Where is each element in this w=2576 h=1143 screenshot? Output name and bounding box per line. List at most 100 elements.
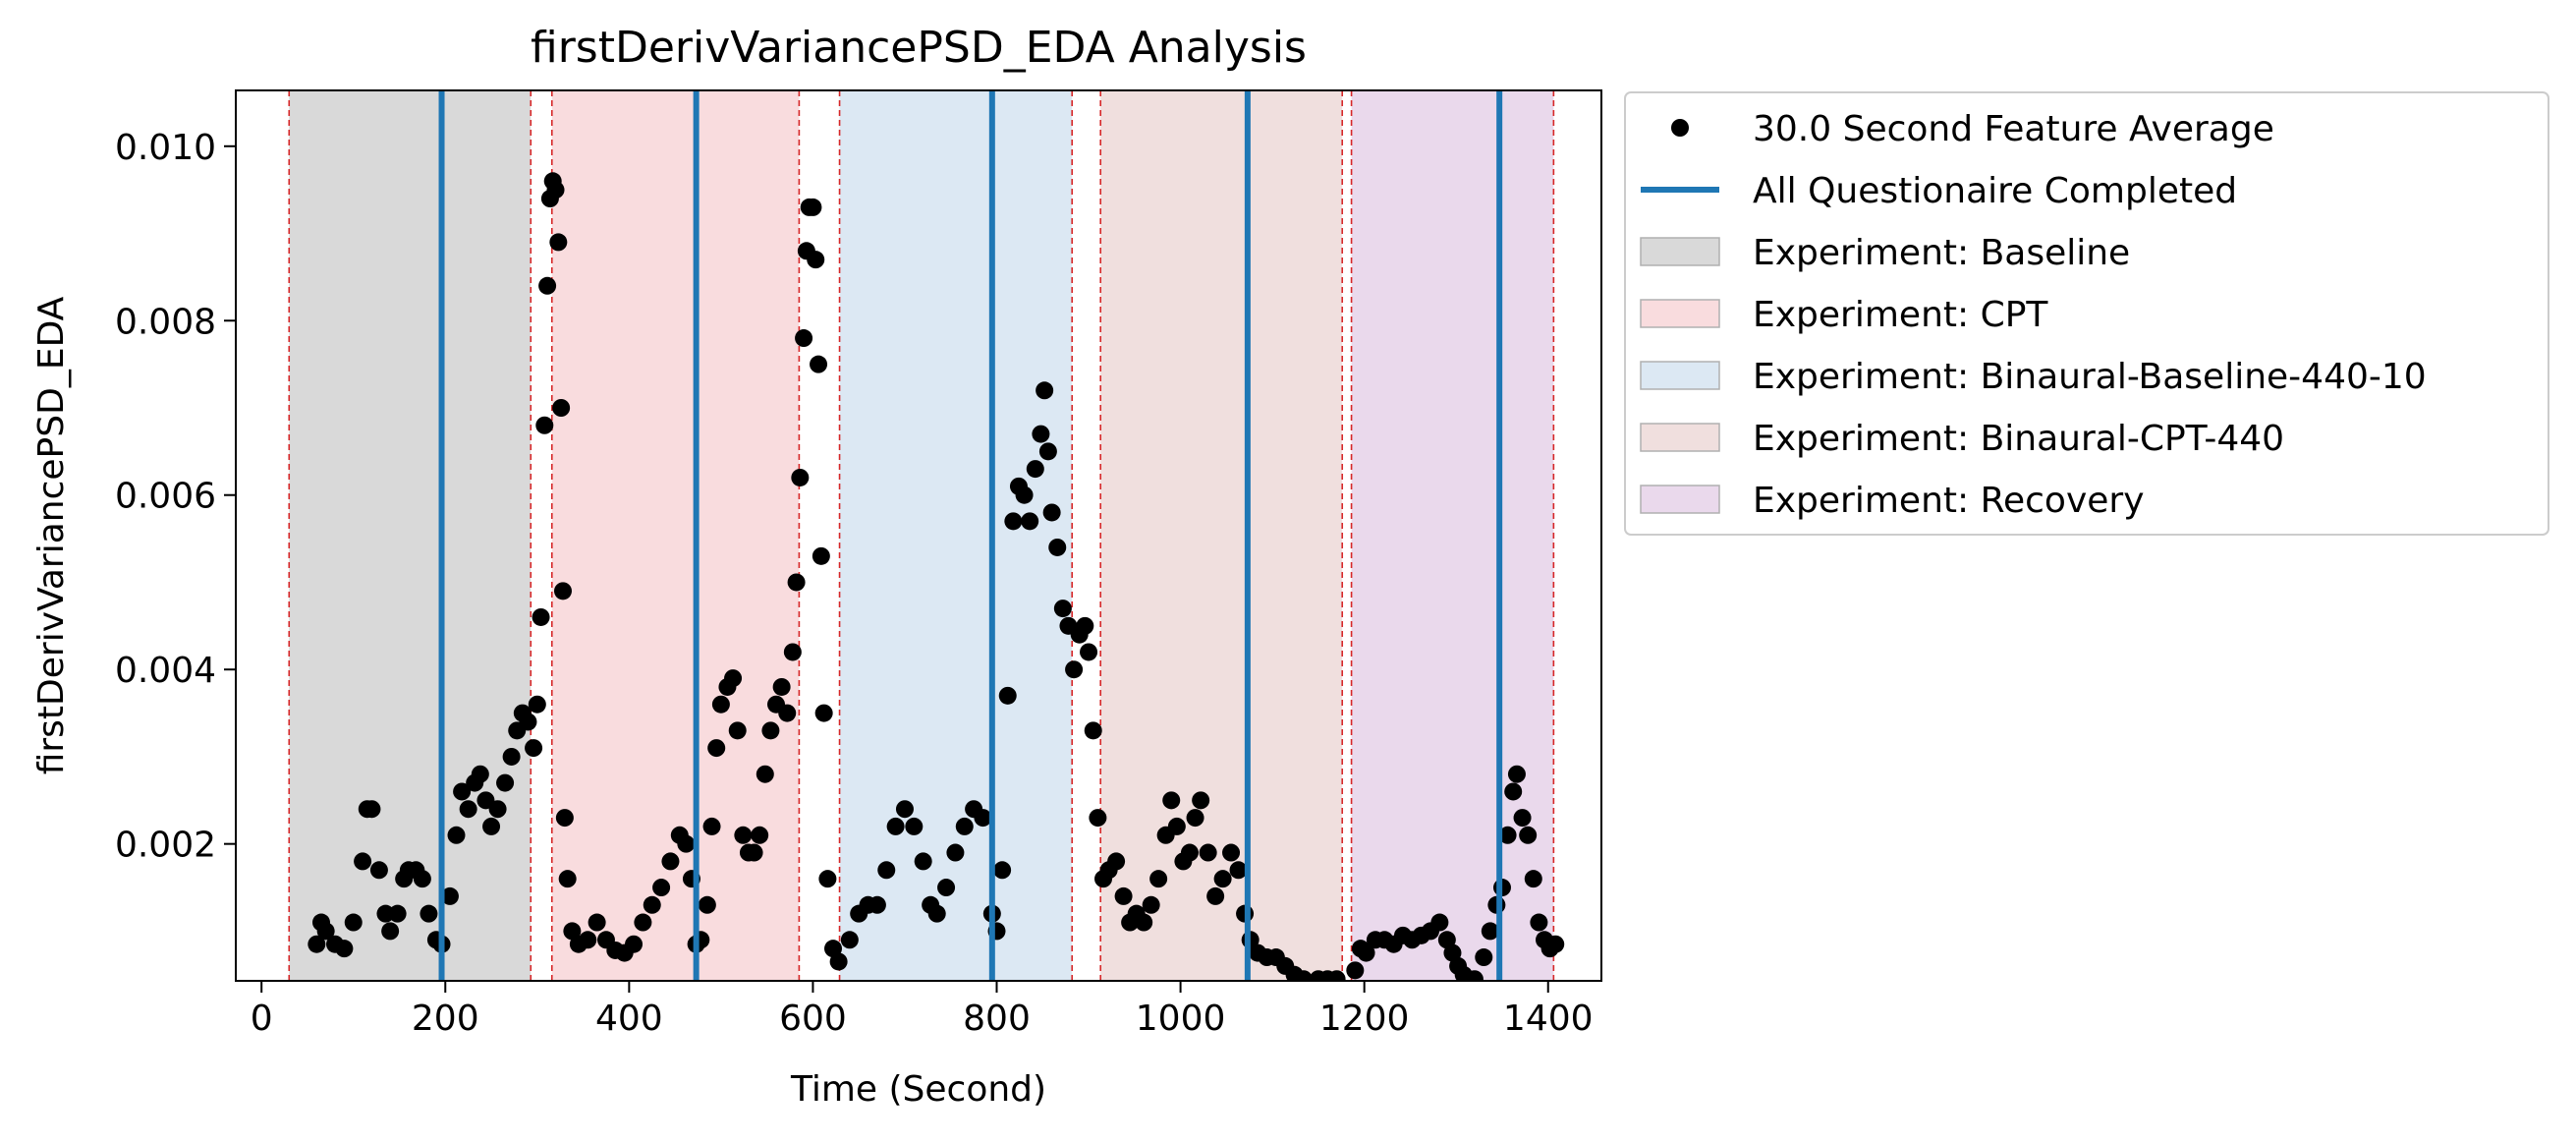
data-point-28 (488, 800, 507, 819)
phase-band-0 (289, 90, 532, 981)
data-point-189 (1519, 826, 1538, 844)
data-point-17 (420, 904, 438, 923)
data-point-112 (993, 861, 1012, 880)
data-point-33 (519, 713, 537, 731)
data-point-121 (1038, 442, 1057, 461)
data-point-87 (807, 251, 825, 269)
data-point-34 (525, 739, 543, 758)
y-tick-label-0: 0.002 (115, 826, 216, 866)
data-point-88 (810, 355, 828, 373)
phase-band-3 (1100, 90, 1343, 981)
data-point-174 (1430, 913, 1449, 932)
data-point-50 (588, 913, 606, 932)
data-point-188 (1513, 809, 1532, 828)
data-point-119 (1032, 425, 1050, 443)
data-point-186 (1504, 782, 1523, 801)
data-point-78 (772, 677, 791, 696)
data-point-81 (787, 573, 806, 592)
legend-label-2: Experiment: Baseline (1753, 233, 2130, 273)
plot-area: 0 200 400 600 800 1000 1200 1400 0.002 0.004 0.006… (115, 89, 1602, 1039)
data-point-123 (1048, 538, 1067, 556)
data-point-122 (1042, 503, 1061, 522)
data-point-151 (1222, 843, 1241, 862)
data-point-49 (579, 931, 597, 949)
data-point-164 (1346, 961, 1365, 980)
data-point-194 (1546, 935, 1565, 953)
legend-label-0: 30.0 Second Feature Average (1753, 109, 2274, 149)
data-point-83 (795, 329, 813, 348)
legend-swatch-6 (1640, 485, 1720, 514)
data-point-181 (1475, 948, 1493, 967)
y-tick-label-4: 0.010 (115, 128, 216, 168)
data-point-150 (1213, 870, 1232, 888)
data-point-124 (1053, 600, 1072, 618)
data-point-129 (1080, 643, 1098, 661)
data-point-107 (955, 817, 974, 835)
data-point-58 (661, 852, 680, 871)
legend-label-4: Experiment: Binaural-Baseline-440-10 (1753, 357, 2427, 397)
data-point-131 (1089, 809, 1107, 828)
data-point-104 (927, 904, 946, 923)
data-point-21 (447, 826, 466, 844)
data-point-36 (532, 607, 550, 626)
data-point-148 (1199, 843, 1217, 862)
data-point-139 (1142, 895, 1160, 914)
data-point-29 (496, 773, 515, 792)
y-axis-label: firstDerivVariancePSD_EDA (31, 296, 72, 774)
data-point-8 (363, 800, 381, 819)
data-point-187 (1507, 765, 1526, 783)
data-point-117 (1021, 512, 1039, 531)
data-point-152 (1229, 861, 1248, 880)
data-point-134 (1107, 852, 1126, 871)
plot-inner (288, 90, 1565, 981)
data-point-70 (728, 721, 747, 740)
data-point-16 (413, 870, 431, 888)
data-point-101 (905, 817, 924, 835)
data-point-60 (677, 834, 696, 853)
data-point-140 (1149, 870, 1168, 888)
data-point-11 (381, 922, 400, 941)
data-point-116 (1015, 486, 1034, 504)
data-point-143 (1167, 817, 1186, 835)
data-point-126 (1065, 660, 1084, 679)
data-point-4 (335, 940, 354, 958)
data-point-65 (702, 817, 721, 835)
data-point-94 (840, 931, 859, 949)
data-point-42 (549, 233, 568, 252)
data-point-67 (711, 695, 730, 714)
x-tick-label-5: 1000 (1136, 999, 1226, 1039)
data-point-145 (1180, 843, 1199, 862)
phase-band-2 (839, 90, 1073, 981)
legend-swatch-5 (1640, 423, 1720, 452)
data-point-146 (1186, 809, 1204, 828)
data-point-86 (804, 198, 822, 216)
phase-band-1 (551, 90, 800, 981)
data-point-114 (1004, 512, 1023, 531)
data-point-98 (877, 861, 896, 880)
data-point-23 (459, 800, 477, 819)
data-point-57 (652, 879, 671, 897)
data-point-20 (440, 886, 459, 905)
phase-band-4 (1351, 90, 1554, 981)
data-point-35 (528, 695, 546, 714)
x-tick-label-3: 600 (779, 999, 847, 1039)
y-tick-label-3: 0.008 (115, 302, 216, 342)
data-point-118 (1026, 460, 1044, 479)
data-point-82 (791, 468, 810, 486)
data-point-138 (1135, 913, 1153, 932)
data-point-0 (308, 935, 326, 953)
data-point-142 (1162, 791, 1181, 810)
data-point-99 (886, 817, 905, 835)
data-point-128 (1076, 616, 1094, 635)
data-point-79 (778, 704, 797, 722)
data-point-69 (724, 669, 743, 688)
plot-frame (235, 89, 1602, 982)
legend-swatch-4 (1640, 361, 1720, 390)
data-point-54 (625, 935, 644, 953)
legend-marker-0 (1671, 119, 1689, 137)
data-point-12 (388, 904, 407, 923)
x-tick-label-0: 0 (251, 999, 273, 1039)
legend-label-6: Experiment: Recovery (1753, 481, 2145, 521)
data-point-47 (563, 922, 582, 941)
